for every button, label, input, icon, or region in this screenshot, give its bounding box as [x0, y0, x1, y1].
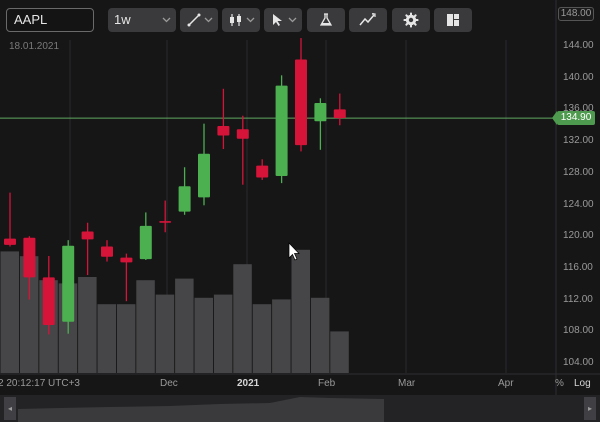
chevron-down-icon: [246, 17, 255, 23]
candle-body: [333, 109, 346, 119]
price-tick: 116.00: [563, 261, 593, 273]
interval-label: 1w: [114, 12, 131, 27]
chart-canvas[interactable]: [0, 0, 600, 395]
candle-body: [101, 246, 113, 257]
crosshair-date-label: 18.01.2021: [9, 41, 60, 52]
candle-body: [198, 153, 210, 198]
percent-scale-button[interactable]: %: [555, 378, 564, 389]
volume-bar: [233, 264, 252, 373]
time-tick: Feb: [318, 378, 336, 389]
candle-body: [81, 231, 94, 240]
volume-bar: [291, 249, 310, 373]
volume-bar: [252, 304, 272, 373]
cursor-mode-button[interactable]: [264, 8, 302, 32]
candle-body: [62, 245, 75, 322]
price-tick: 112.00: [563, 293, 593, 305]
candle-body: [295, 59, 307, 146]
navigator-right-handle[interactable]: ▸: [584, 397, 596, 420]
price-tick: 144.00: [563, 40, 594, 51]
volume-bar: [272, 299, 291, 373]
candle-body: [256, 165, 269, 178]
price-tick: 108.00: [563, 325, 594, 337]
navigator-left-handle[interactable]: ◂: [4, 397, 16, 420]
volume-bar: [155, 294, 175, 373]
candle-body: [4, 238, 16, 245]
time-tick: Apr: [498, 378, 514, 389]
price-axis-top-tag: 148.00: [558, 7, 594, 21]
volume-bar: [310, 297, 330, 373]
price-tick: 104.00: [563, 357, 594, 368]
log-scale-button[interactable]: Log: [574, 378, 591, 389]
volume-bar: [19, 256, 39, 373]
candle-body: [139, 225, 152, 260]
interval-select[interactable]: 1w: [108, 8, 176, 32]
chevron-down-icon: [162, 17, 171, 23]
studies-button[interactable]: [307, 8, 345, 32]
navigator[interactable]: ◂ ▸: [0, 395, 600, 422]
candle-body: [275, 85, 288, 176]
volume-bar: [136, 280, 155, 373]
symbol-search-input[interactable]: AAPL: [6, 8, 94, 32]
time-tick: Mar: [398, 378, 416, 389]
candle-body: [236, 129, 249, 139]
indicators-icon: [359, 13, 376, 26]
chevron-down-icon: [204, 17, 213, 23]
settings-button[interactable]: [392, 8, 430, 32]
candle-body: [314, 103, 327, 122]
price-tick: 124.00: [563, 198, 594, 210]
candle-body: [178, 186, 191, 212]
drawing-tools-button[interactable]: [180, 8, 218, 32]
price-tick: 120.00: [563, 230, 594, 242]
last-price-tag: 134.90: [552, 111, 595, 125]
time-axis[interactable]: Dec 2021 Feb Mar Apr: [0, 374, 556, 394]
price-tick: 140.00: [563, 71, 594, 83]
time-tick: 2021: [237, 378, 260, 389]
navigator-preview: [18, 397, 384, 422]
mouse-cursor-icon: [288, 242, 300, 261]
volume-bar: [0, 251, 19, 373]
volume-bar: [213, 294, 233, 373]
flask-icon: [319, 13, 333, 26]
time-tick: Dec: [160, 378, 178, 389]
candle-body: [217, 126, 230, 136]
candle-body: [42, 277, 55, 325]
price-tick: 128.00: [563, 166, 594, 178]
layout-button[interactable]: [434, 8, 472, 32]
price-tick: 132.00: [563, 135, 594, 147]
candle-body: [23, 237, 36, 278]
trendline-icon: [187, 13, 201, 27]
volume-bar: [194, 297, 213, 373]
volume-bar: [330, 331, 349, 373]
volume-bar: [116, 304, 136, 373]
layout-icon: [447, 14, 459, 26]
indicators-button[interactable]: [349, 8, 387, 32]
server-time: 2 20:12:17 UTC+3: [0, 378, 80, 389]
candle-body: [120, 257, 133, 263]
volume-bar: [175, 278, 194, 373]
volume-bar: [78, 277, 97, 373]
gear-icon: [403, 12, 419, 28]
chart-type-button[interactable]: [222, 8, 260, 32]
candle-body: [159, 221, 172, 223]
price-tick: 136.00: [563, 103, 594, 115]
volume-bar: [97, 304, 116, 373]
chevron-down-icon: [288, 17, 297, 23]
candles-icon: [230, 14, 241, 26]
cursor-icon: [273, 14, 282, 26]
